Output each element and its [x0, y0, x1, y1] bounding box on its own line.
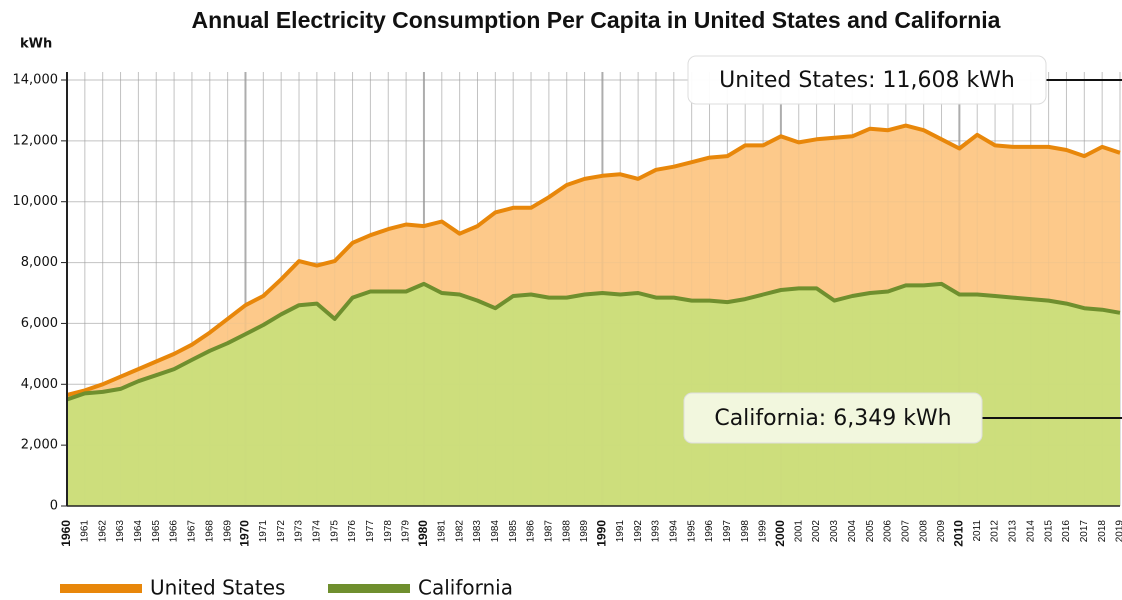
x-tick-label: 1973: [294, 520, 305, 543]
x-tick-label: 2003: [829, 520, 840, 543]
x-tick-label: 1981: [436, 520, 447, 543]
x-tick-label: 1986: [526, 520, 537, 543]
x-tick-label: 2004: [847, 520, 858, 543]
x-tick-label: 1991: [615, 520, 626, 543]
x-tick-label: 1982: [454, 520, 465, 543]
x-tick-label: 2013: [1008, 520, 1019, 543]
line: [66, 281, 1121, 402]
x-tick-label: 2012: [990, 520, 1001, 543]
x-tick-label: 2019: [1115, 520, 1122, 543]
area-fill: [67, 283, 1120, 506]
x-tick-label: 2006: [883, 520, 894, 543]
x-tick-label: 1995: [686, 520, 697, 543]
x-tick-label: 2007: [900, 520, 911, 543]
x-tick-label: 1993: [651, 520, 662, 543]
x-tick-label: 1972: [276, 520, 287, 543]
x-tick-label: 1984: [490, 520, 501, 543]
x-tick-label: 1965: [151, 520, 162, 543]
x-tick-label: 1992: [633, 520, 644, 543]
x-tick-label: 1970: [238, 520, 252, 547]
x-tick-label: 1960: [59, 520, 73, 547]
x-tick-label: 1966: [169, 520, 180, 543]
x-tick-label: 1983: [472, 520, 483, 543]
y-tick-label: 2,000: [21, 438, 58, 453]
x-tick-label: 2002: [811, 520, 822, 543]
x-tick-label: 2018: [1097, 520, 1108, 543]
x-tick-label: 1968: [204, 520, 215, 543]
x-tick-label: 1969: [222, 520, 233, 543]
x-tick-label: 1997: [722, 520, 733, 543]
x-tick-label: 1978: [383, 520, 394, 543]
x-tick-label: 2010: [952, 520, 966, 547]
x-tick-label: 1964: [133, 520, 144, 543]
line: [66, 123, 1121, 397]
x-tick-label: 1962: [97, 520, 108, 543]
x-tick-label: 2016: [1061, 520, 1072, 543]
y-tick-label: 12,000: [13, 133, 59, 148]
legend-label: United States: [150, 576, 285, 600]
x-tick-label: 1989: [579, 520, 590, 543]
x-tick-label: 2009: [936, 520, 947, 543]
legend-swatch: [328, 584, 410, 593]
x-tick-label: 2001: [793, 520, 804, 543]
y-tick-label: 4,000: [21, 377, 58, 392]
x-tick-label: 1977: [365, 520, 376, 543]
x-tick-label: 1985: [508, 520, 519, 543]
x-tick-label: 2017: [1079, 520, 1090, 543]
legend-label: California: [418, 576, 513, 600]
y-tick-label: 14,000: [13, 73, 59, 88]
annotation: California: 6,349 kWh: [714, 406, 951, 431]
x-tick-label: 1996: [704, 520, 715, 543]
x-tick-label: 1980: [416, 520, 430, 547]
x-tick-label: 1979: [401, 520, 412, 543]
x-tick-label: 1999: [758, 520, 769, 543]
x-tick-label: 1971: [258, 520, 269, 543]
y-tick-label: 10,000: [13, 194, 59, 209]
x-tick-label: 1990: [595, 520, 609, 547]
annotation-box: [683, 392, 983, 444]
x-tick-label: 1976: [347, 520, 358, 543]
x-tick-label: 2015: [1043, 520, 1054, 543]
chart-title: Annual Electricity Consumption Per Capit…: [192, 7, 1001, 33]
x-tick-label: 1994: [668, 520, 679, 543]
x-tick-label: 1961: [79, 520, 90, 543]
x-tick-label: 2014: [1025, 520, 1036, 543]
legend-swatch: [60, 584, 142, 593]
x-tick-label: 2005: [865, 520, 876, 543]
x-tick-label: 2011: [972, 520, 983, 542]
x-tick-label: 2000: [773, 520, 787, 547]
x-tick-label: 1988: [561, 520, 572, 543]
y-axis-label: kWh: [20, 37, 52, 52]
y-tick-label: 8,000: [21, 255, 58, 270]
x-tick-label: 1963: [115, 520, 126, 543]
x-tick-label: 1974: [312, 520, 323, 543]
y-tick-label: 6,000: [21, 316, 58, 331]
x-tick-label: 1998: [740, 520, 751, 543]
y-tick-label: 0: [50, 499, 58, 514]
x-tick-label: 1975: [329, 520, 340, 543]
x-tick-label: 1967: [187, 520, 198, 543]
x-tick-label: 2008: [918, 520, 929, 543]
annotation-box: [687, 55, 1047, 105]
x-tick-label: 1987: [544, 520, 555, 543]
annotation: United States: 11,608 kWh: [719, 68, 1015, 93]
